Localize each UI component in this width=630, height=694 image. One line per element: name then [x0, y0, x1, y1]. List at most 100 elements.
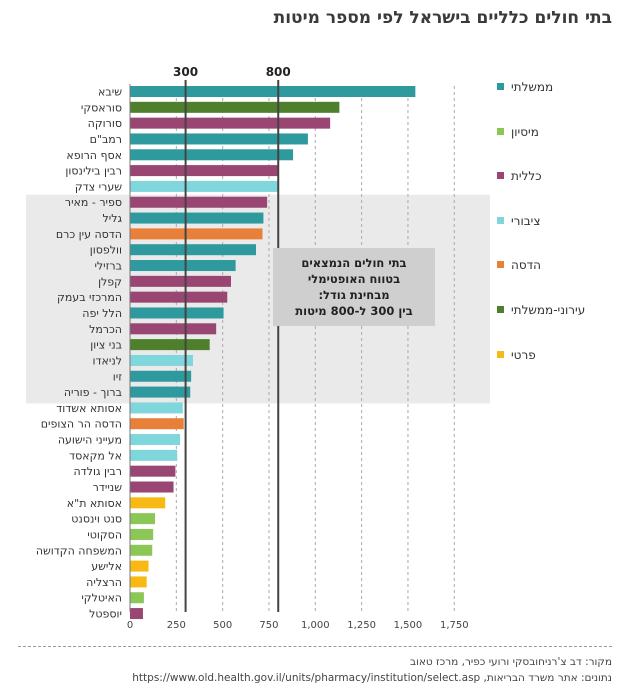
source-text: דב צ'רניחובסקי ורועי כפיר, מרכז טאוב — [409, 656, 582, 668]
category-label: רבין גולדה — [74, 465, 123, 478]
x-tick-label: 750 — [259, 620, 278, 631]
category-label: האיטלקי — [81, 592, 122, 605]
category-label: קפלן — [98, 275, 122, 288]
source-note: מקור: דב צ'רניחובסקי ורועי כפיר, מרכז טא… — [410, 656, 612, 668]
legend-swatch — [497, 127, 504, 135]
category-label: זיו — [113, 370, 122, 383]
category-label: שניידר — [93, 481, 123, 494]
legend-item: ממשלתי — [497, 80, 619, 96]
category-label: וולפסון — [90, 244, 122, 257]
x-tick-label: 1,250 — [347, 620, 376, 631]
bar — [130, 608, 143, 620]
bar — [130, 133, 308, 145]
bar — [130, 354, 194, 366]
legend-label: מיסיון — [511, 124, 539, 139]
category-label: שערי צדק — [75, 180, 122, 193]
legend-item: ציבורי — [497, 214, 619, 230]
category-label: סנט וינסנט — [71, 513, 122, 526]
bar — [130, 244, 257, 256]
legend-label: ציבורי — [511, 213, 541, 228]
category-label: אל מקאסד — [69, 449, 122, 462]
category-label: סוראסקי — [81, 101, 122, 114]
bar — [130, 497, 166, 509]
category-label: רמב"ם — [90, 133, 122, 146]
category-label: המשפחה הקדושה — [36, 544, 122, 557]
category-label: אלישע — [91, 560, 122, 573]
legend-label: ממשלתי — [511, 80, 554, 94]
bar — [130, 481, 174, 493]
annotation-line: בטווח האופטימלי — [307, 272, 401, 286]
bar — [130, 117, 331, 129]
data-label: נתונים: — [580, 672, 612, 684]
category-label: ברזילי — [94, 260, 122, 273]
legend-label: כללית — [511, 169, 542, 184]
bar — [130, 339, 210, 351]
legend-swatch — [497, 172, 504, 180]
category-label: הדסה הר הצופים — [41, 418, 122, 431]
category-label: לניאדו — [93, 354, 122, 367]
legend-item: עירוני-ממשלתי — [497, 303, 619, 319]
category-label: אסף הרופא — [66, 149, 122, 162]
legend-label: פרטי — [511, 347, 536, 362]
bar — [130, 434, 181, 446]
category-label: אסותא אשדוד — [56, 402, 122, 415]
bar — [130, 307, 224, 319]
legend-label: עירוני-ממשלתי — [511, 303, 586, 317]
reference-line-label: 300 — [173, 65, 198, 79]
bar — [130, 180, 279, 192]
bar — [130, 196, 268, 208]
bar — [130, 260, 236, 272]
annotation-line: בתי חולים הנמצאים — [301, 256, 407, 270]
category-label: אסותא ת"א — [67, 497, 122, 510]
bar — [130, 449, 178, 461]
bar — [130, 560, 149, 572]
category-label: יוספטל — [89, 608, 122, 621]
legend-swatch — [497, 261, 504, 269]
category-label: סורוקה — [88, 117, 122, 130]
bar — [130, 370, 192, 382]
bar — [130, 323, 217, 335]
annotation-line: בין 300 ל-800 מיטות — [295, 304, 413, 318]
legend-item: הדסה — [497, 258, 619, 274]
optimal-range-annotation: בתי חולים הנמצאים בטווח האופטימלי מבחינת… — [273, 248, 435, 326]
bar — [130, 291, 228, 303]
x-tick-label: 0 — [127, 620, 133, 631]
bar — [130, 513, 156, 525]
bar — [130, 212, 264, 224]
data-text: אתר משרד הבריאות, — [483, 672, 578, 684]
source-label: מקור: — [585, 656, 612, 668]
category-label: הלל יפה — [82, 307, 122, 320]
category-label: בני ציון — [90, 339, 122, 352]
legend-swatch — [497, 216, 504, 224]
legend-item: מיסיון — [497, 125, 619, 141]
category-label: מעייני הישועה — [58, 434, 122, 447]
bar — [130, 465, 176, 477]
bar — [130, 86, 416, 97]
category-label: הרצליה — [86, 576, 122, 589]
bar — [130, 149, 294, 161]
bar — [130, 544, 153, 556]
x-tick-label: 1,750 — [440, 620, 469, 631]
category-label: ספיר - מאיר — [65, 196, 122, 209]
bar — [130, 386, 191, 398]
legend-swatch — [497, 83, 504, 90]
x-tick-label: 250 — [167, 620, 186, 631]
bar — [130, 228, 263, 240]
legend-swatch — [497, 350, 504, 358]
data-url-link[interactable]: https://www.old.health.gov.il/units/phar… — [132, 672, 481, 684]
bar — [130, 528, 154, 540]
legend-item: כללית — [497, 169, 619, 185]
legend-item: פרטי — [497, 348, 619, 364]
footer-divider — [18, 646, 612, 647]
bar — [130, 165, 279, 177]
x-tick-label: 1,000 — [301, 620, 330, 631]
bar — [130, 418, 184, 430]
chart-title: בתי חולים כלליים בישראל לפי מספר מיטות — [273, 8, 612, 28]
category-label: הסקוטי — [87, 528, 122, 541]
x-tick-label: 500 — [213, 620, 232, 631]
bar — [130, 576, 147, 588]
bar — [130, 402, 183, 414]
annotation-line: מבחינת גודל: — [318, 288, 390, 302]
x-tick-label: 1,500 — [394, 620, 423, 631]
bar — [130, 592, 144, 604]
